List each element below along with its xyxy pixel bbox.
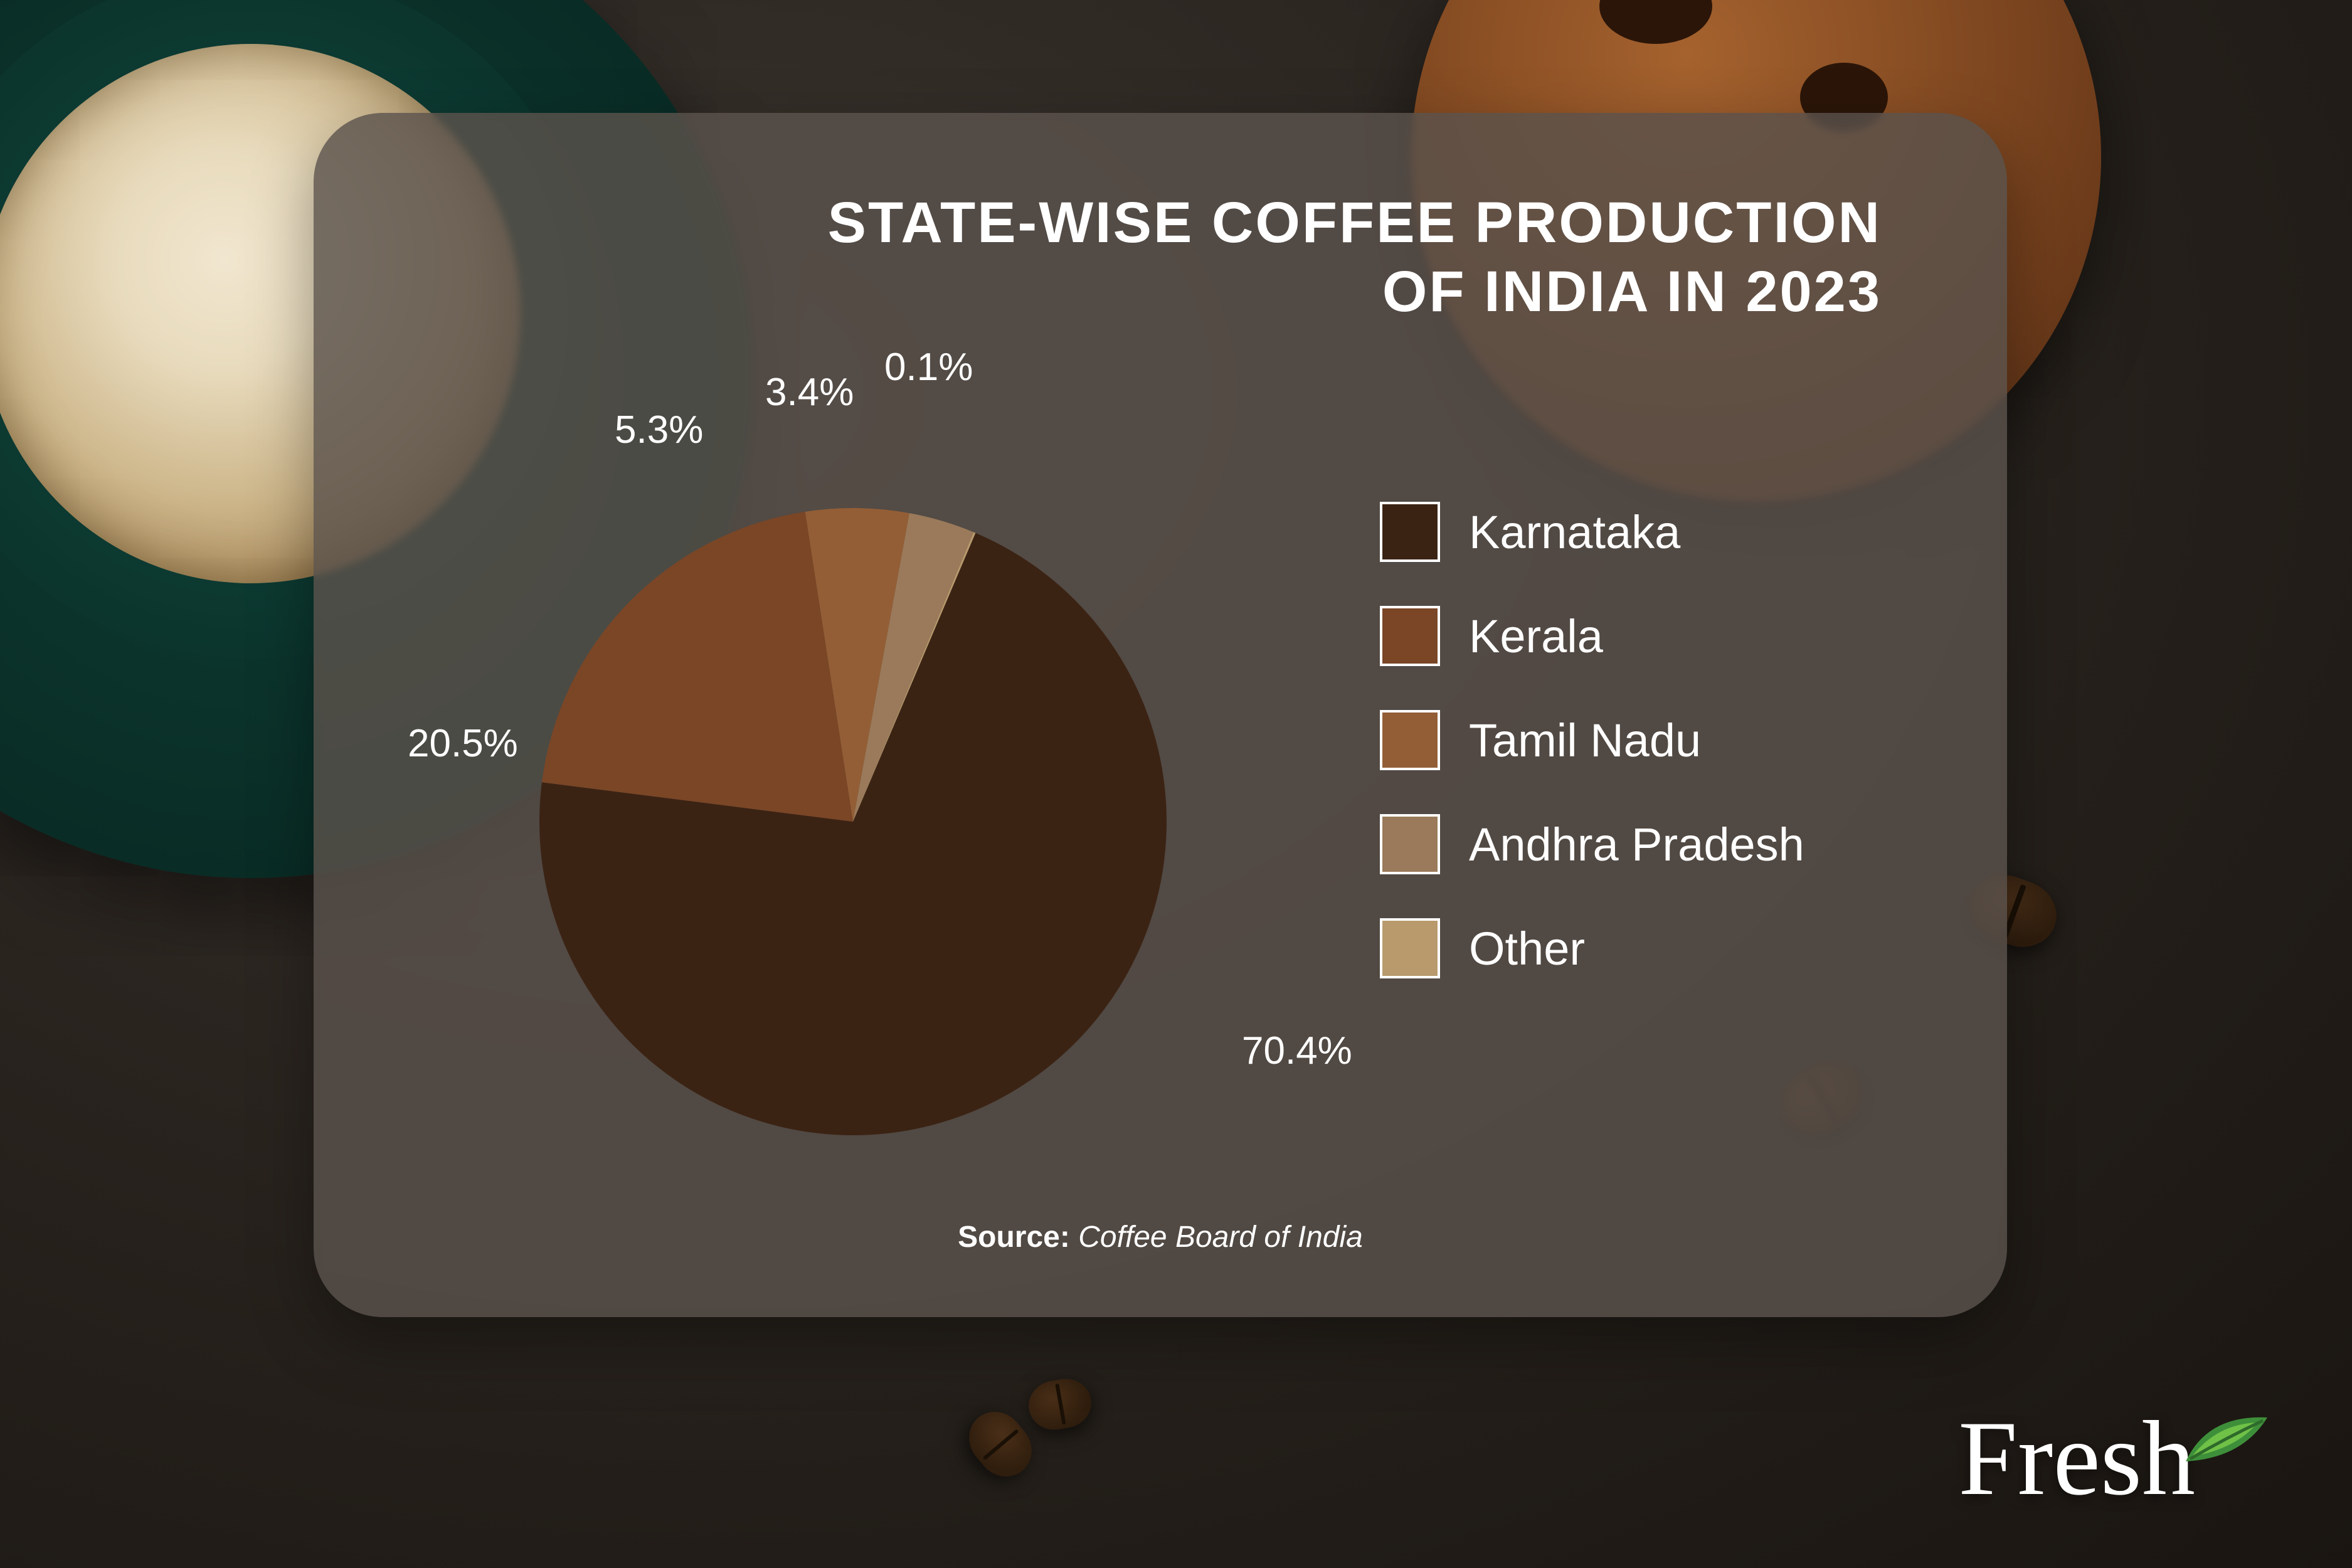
legend-swatch — [1380, 606, 1440, 666]
legend-item: Tamil Nadu — [1380, 710, 1804, 770]
legend-label: Tamil Nadu — [1469, 714, 1701, 767]
pie-slice-label: 20.5% — [408, 721, 518, 766]
chart-card: STATE-WISE COFFEE PRODUCTION OF INDIA IN… — [314, 113, 2007, 1317]
source-line: Source: Coffee Board of India — [314, 1220, 2007, 1254]
leaf-icon — [2183, 1411, 2270, 1468]
pie-slice — [542, 512, 853, 822]
legend-swatch — [1380, 814, 1440, 874]
pie-slice-label: 5.3% — [615, 408, 703, 452]
pie-slice-label: 70.4% — [1242, 1029, 1352, 1073]
pie-slice-label: 0.1% — [884, 345, 973, 389]
scene: STATE-WISE COFFEE PRODUCTION OF INDIA IN… — [0, 0, 2352, 1568]
title-line-1: STATE-WISE COFFEE PRODUCTION — [828, 191, 1882, 255]
coffee-bean-shape — [1025, 1375, 1095, 1434]
pie-chart: 70.4%20.5%5.3%3.4%0.1% — [477, 383, 1229, 1135]
legend-label: Other — [1469, 922, 1585, 975]
legend: Karnataka Kerala Tamil Nadu Andhra Pradesh O… — [1380, 502, 1804, 978]
legend-label: Kerala — [1469, 610, 1603, 663]
legend-swatch — [1380, 502, 1440, 562]
pie-slice-label: 3.4% — [765, 370, 854, 415]
title-line-2: OF INDIA IN 2023 — [1382, 260, 1882, 324]
legend-label: Karnataka — [1469, 506, 1680, 559]
pie-svg — [477, 383, 1229, 1135]
brand-logo: Fresh — [1958, 1405, 2270, 1512]
legend-item: Andhra Pradesh — [1380, 814, 1804, 874]
source-label: Source: — [958, 1221, 1070, 1254]
legend-swatch — [1380, 918, 1440, 978]
legend-item: Kerala — [1380, 606, 1804, 666]
legend-swatch — [1380, 710, 1440, 770]
source-value: Coffee Board of India — [1078, 1221, 1363, 1254]
brand-logo-text: Fresh — [1958, 1405, 2195, 1512]
legend-item: Karnataka — [1380, 502, 1804, 562]
legend-label: Andhra Pradesh — [1469, 818, 1804, 871]
chart-title: STATE-WISE COFFEE PRODUCTION OF INDIA IN… — [314, 188, 1882, 327]
legend-item: Other — [1380, 918, 1804, 978]
